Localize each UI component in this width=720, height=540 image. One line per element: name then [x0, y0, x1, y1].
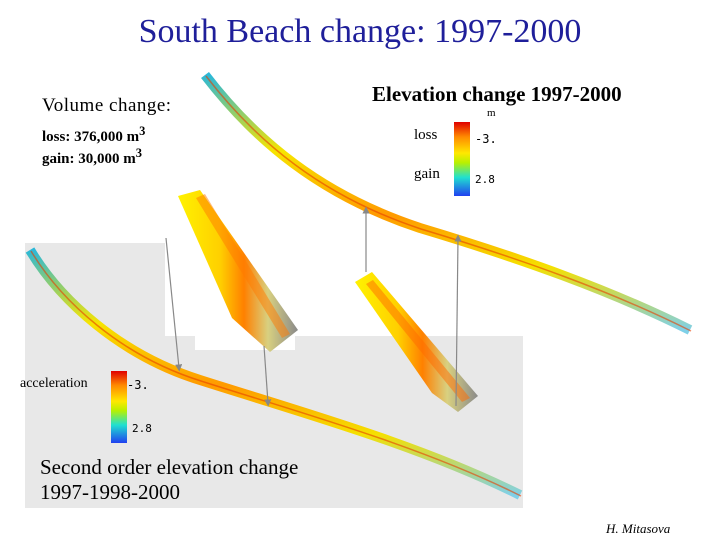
acceleration-color-scale: [111, 371, 127, 443]
acceleration-scale-max: -3.: [127, 378, 149, 392]
author-credit: H. Mitasova: [606, 521, 671, 536]
detail-inset-right: [355, 272, 478, 412]
detail-inset-left: [178, 190, 298, 352]
elevation-loss-label: loss: [414, 127, 438, 143]
volume-gain: gain: 30,000 m3: [42, 146, 142, 167]
upper-shoreline-band: [201, 71, 693, 335]
volume-loss-unit-sup: 3: [139, 124, 146, 138]
volume-loss: loss: 376,000 m3: [42, 124, 146, 145]
acceleration-scale-min: 2.8: [132, 422, 152, 435]
acceleration-label: acceleration: [20, 376, 88, 391]
second-order-heading-line2: 1997-1998-2000: [40, 480, 180, 504]
page-title: South Beach change: 1997-2000: [138, 13, 582, 50]
volume-change-heading: Volume change:: [42, 95, 172, 116]
elevation-change-heading: Elevation change 1997-2000: [372, 82, 622, 106]
connector-arrows: [165, 206, 462, 407]
elevation-scale-min: 2.8: [475, 173, 495, 186]
elevation-gain-label: gain: [414, 166, 440, 182]
volume-gain-unit-sup: 3: [135, 146, 142, 160]
elevation-scale-max: -3.: [475, 132, 497, 146]
second-order-heading-line1: Second order elevation change: [40, 455, 299, 479]
elevation-color-scale: [454, 122, 470, 196]
elevation-unit: m: [487, 107, 496, 119]
lower-shoreline-band: [25, 247, 523, 500]
